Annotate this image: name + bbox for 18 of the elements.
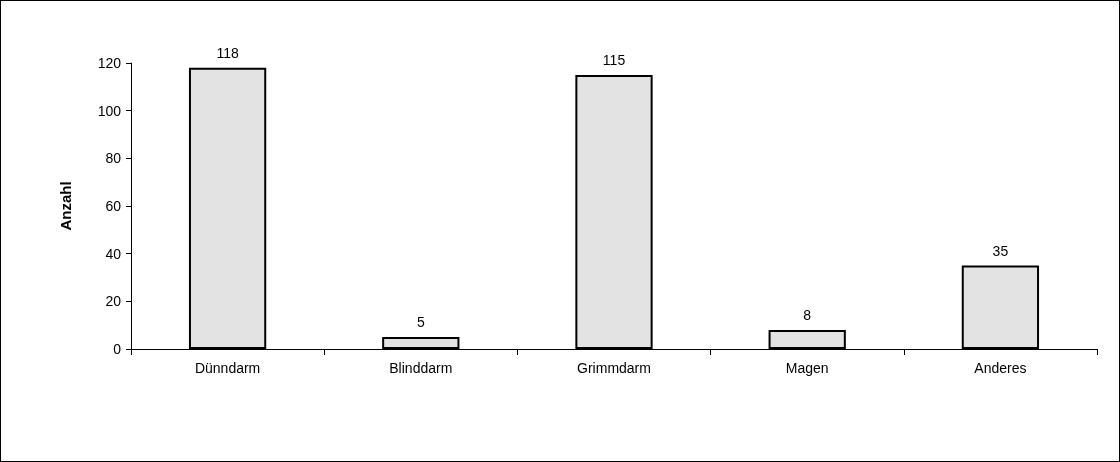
data-label: 115 [602, 51, 626, 68]
x-tick-label: Dünndarm [194, 360, 261, 376]
x-tick-label: Anderes [974, 360, 1027, 376]
data-label: 118 [216, 44, 239, 61]
x-tick-label: Magen [785, 360, 829, 376]
y-tick-label: 60 [105, 198, 122, 214]
data-label: 5 [416, 314, 425, 331]
y-tick-label: 40 [105, 245, 122, 262]
data-label: 35 [992, 242, 1009, 259]
y-tick-label: 120 [97, 55, 122, 71]
y-tick-label: 80 [105, 150, 122, 167]
y-tick-label: 100 [97, 102, 122, 119]
data-label: 8 [803, 306, 812, 323]
y-axis-title: Anzahl [57, 181, 74, 231]
x-tick-label: Grimmdarm [577, 360, 651, 376]
x-tick-label: Blinddarm [389, 360, 453, 376]
y-tick-label: 0 [113, 341, 122, 357]
y-tick-label: 20 [105, 293, 122, 310]
